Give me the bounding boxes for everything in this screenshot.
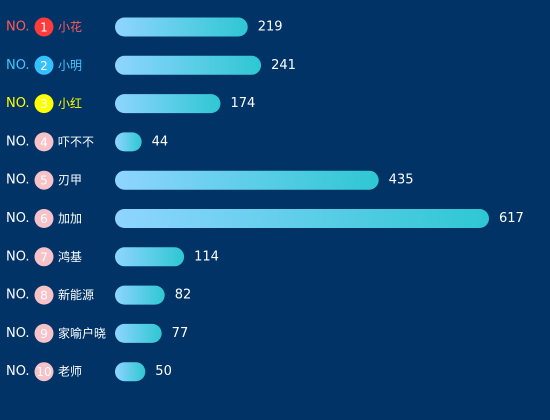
category-label: 加加 <box>58 212 82 226</box>
rank-number-label: 9 <box>40 327 48 341</box>
rank-badge <box>34 362 54 382</box>
rank-prefix-label: NO. <box>6 288 30 303</box>
value-label: 77 <box>172 326 189 341</box>
rank-number-label: 7 <box>40 250 48 264</box>
chart-row: NO. 2 小明 241 <box>6 55 296 75</box>
rank-number-label: 8 <box>40 289 48 303</box>
rank-badge <box>34 323 54 343</box>
value-label: 44 <box>152 134 169 149</box>
rank-prefix-label: NO. <box>6 20 30 35</box>
value-label: 50 <box>155 364 172 379</box>
category-label: 小花 <box>58 19 82 34</box>
bar <box>115 362 146 382</box>
chart-row: NO. 5 刃甲 435 <box>6 170 414 190</box>
chart-row: NO. 4 吓不不 44 <box>6 132 169 152</box>
rank-badge <box>34 94 54 114</box>
chart-row: NO. 10 老师 50 <box>6 362 172 382</box>
rank-prefix-label: NO. <box>6 249 30 264</box>
category-label: 鸿基 <box>58 250 82 264</box>
bar <box>115 132 142 152</box>
category-label: 刃甲 <box>58 173 82 187</box>
value-label: 219 <box>258 20 283 35</box>
bar <box>115 17 248 37</box>
rank-prefix-label: NO. <box>6 326 30 341</box>
rank-prefix-label: NO. <box>6 173 30 188</box>
bar <box>115 285 165 305</box>
value-label: 241 <box>271 58 296 73</box>
rank-number-label: 1 <box>40 21 48 35</box>
rank-prefix-label: NO. <box>6 364 30 379</box>
chart-row: NO. 1 小花 219 <box>6 17 283 37</box>
rank-badge <box>34 17 54 37</box>
bar <box>115 55 262 75</box>
rank-number-label: 5 <box>40 174 48 188</box>
rank-prefix-label: NO. <box>6 58 30 73</box>
value-label: 617 <box>499 211 524 226</box>
category-label: 吓不不 <box>58 135 94 149</box>
bar <box>115 94 221 114</box>
value-label: 174 <box>230 96 255 111</box>
rank-badge <box>34 285 54 305</box>
rank-number-label: 2 <box>40 59 48 73</box>
rank-badge <box>34 170 54 190</box>
rank-number-label: 6 <box>40 212 48 226</box>
rank-badge <box>34 132 54 152</box>
bar <box>115 209 489 228</box>
rank-prefix-label: NO. <box>6 134 30 149</box>
bar <box>115 170 379 190</box>
rank-prefix-label: NO. <box>6 96 30 111</box>
category-label: 小红 <box>58 96 82 111</box>
rank-badge <box>34 247 54 267</box>
chart-row: NO. 9 家喻户晓 77 <box>6 323 189 343</box>
category-label: 小明 <box>58 58 82 72</box>
bar <box>115 247 185 267</box>
category-label: 老师 <box>58 365 82 379</box>
chart-row: NO. 3 小红 174 <box>6 94 255 114</box>
rank-badge <box>34 209 54 228</box>
rank-badge <box>34 55 54 75</box>
chart-row: NO. 8 新能源 82 <box>6 285 192 305</box>
chart-row: NO. 6 加加 617 <box>6 209 524 228</box>
rank-number-label: 4 <box>40 135 48 149</box>
value-label: 82 <box>175 288 192 303</box>
category-label: 新能源 <box>58 287 94 302</box>
category-label: 家喻户晓 <box>58 325 106 340</box>
value-label: 435 <box>389 173 414 188</box>
chart-row: NO. 7 鸿基 114 <box>6 247 219 267</box>
rank-number-label: 3 <box>40 97 48 111</box>
rank-number-label: 10 <box>36 365 51 379</box>
value-label: 114 <box>194 249 219 264</box>
rank-prefix-label: NO. <box>6 211 30 226</box>
bar <box>115 323 162 343</box>
